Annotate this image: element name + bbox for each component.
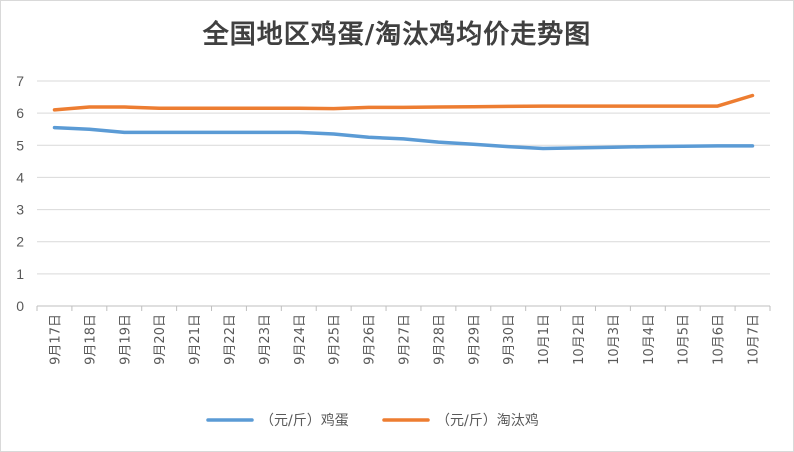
x-tick-label: 9月27日 [398,314,413,365]
x-tick-label: 9月18日 [83,314,98,365]
legend-label-1: （元/斤）淘汰鸡 [436,412,539,429]
x-tick-label: 9月24日 [293,314,308,365]
y-tick-label: 2 [16,234,24,250]
x-tick-label: 9月26日 [363,314,378,365]
series-line-1 [52,93,755,112]
legend-label-0: （元/斤）鸡蛋 [260,412,349,429]
x-tick-label: 10月5日 [677,314,692,365]
x-tick-label: 10月3日 [607,314,622,365]
x-tick-label: 10月2日 [572,314,587,365]
chart-title: 全国地区鸡蛋/淘汰鸡均价走势图 [202,20,592,50]
series-line-0 [52,125,755,151]
x-tick-label: 9月21日 [188,314,203,365]
x-tick-label: 10月4日 [642,314,657,365]
y-tick-label: 1 [16,266,24,282]
x-tick-label: 9月23日 [258,314,273,365]
x-tick-label: 9月29日 [467,314,482,365]
y-tick-label: 6 [16,105,24,121]
x-tick-label: 9月28日 [432,314,447,365]
y-tick-label: 5 [16,137,24,153]
x-tick-label: 9月22日 [223,314,238,365]
x-tick-label: 9月20日 [153,314,168,365]
y-tick-label: 4 [16,169,24,185]
x-tick-label: 10月1日 [537,314,552,365]
y-tick-label: 7 [16,73,24,89]
y-tick-label: 0 [16,298,24,314]
y-tick-label: 3 [16,202,24,218]
x-tick-label: 9月25日 [328,314,343,365]
x-tick-label: 9月19日 [118,314,133,365]
x-tick-label: 9月30日 [502,314,517,365]
x-tick-label: 10月7日 [747,314,762,365]
x-tick-label: 10月6日 [712,314,727,365]
x-tick-label: 9月17日 [48,314,63,365]
